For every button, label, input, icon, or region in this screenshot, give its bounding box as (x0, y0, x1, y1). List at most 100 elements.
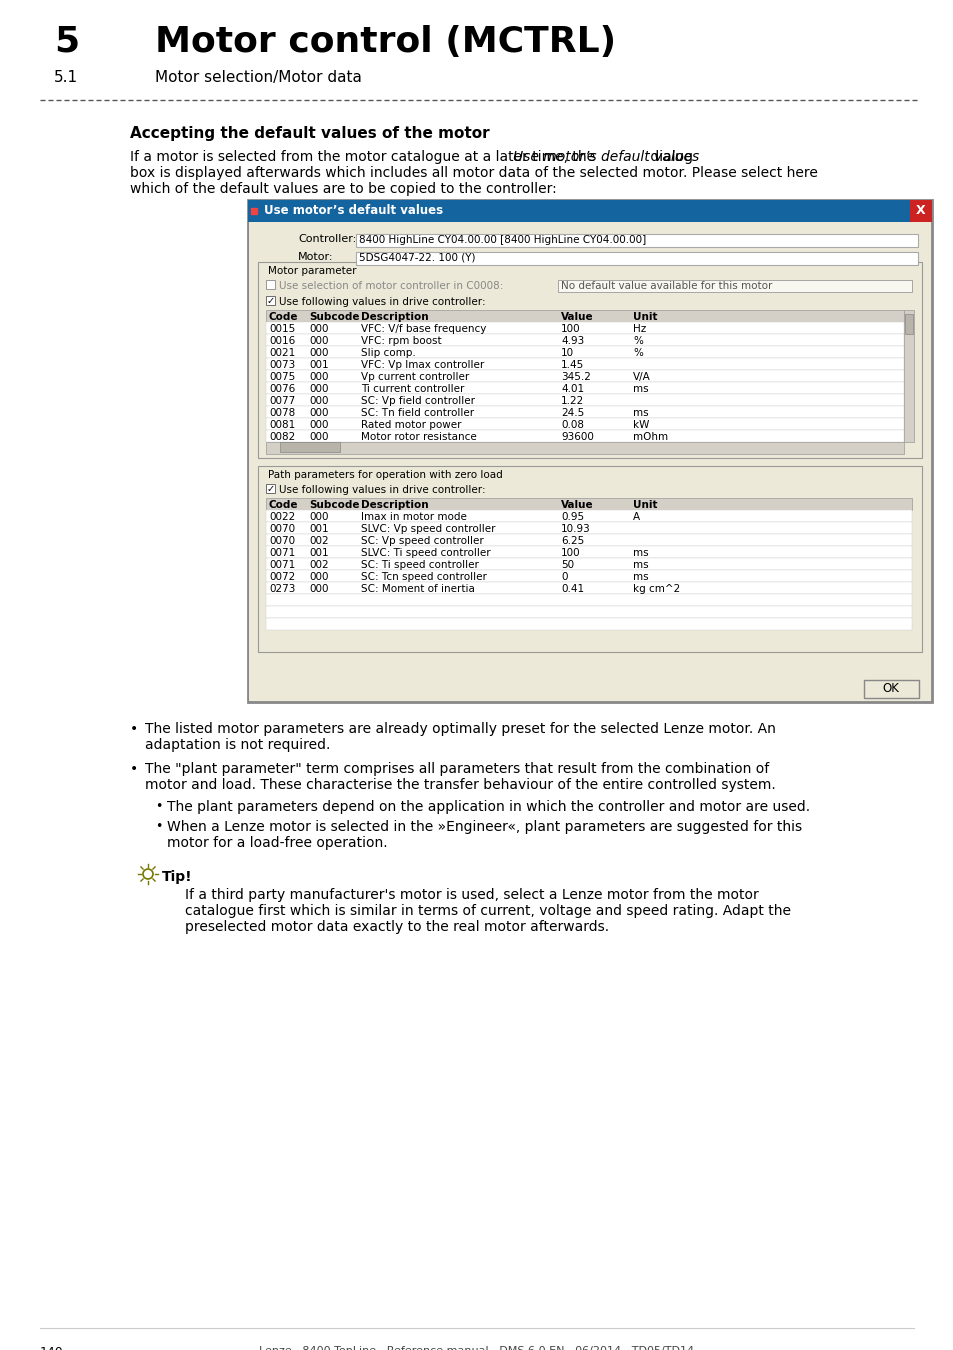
Text: 0071: 0071 (269, 548, 294, 558)
Text: The listed motor parameters are already optimally preset for the selected Lenze : The listed motor parameters are already … (145, 722, 775, 736)
Bar (266, 382, 903, 394)
Text: 0076: 0076 (269, 383, 294, 394)
Text: VFC: Vp Imax controller: VFC: Vp Imax controller (360, 360, 484, 370)
Text: VFC: rpm boost: VFC: rpm boost (360, 336, 441, 346)
Text: •: • (130, 722, 138, 736)
Text: Use following values in drive controller:: Use following values in drive controller… (278, 485, 485, 495)
Bar (355, 252, 917, 265)
Text: A: A (633, 512, 639, 522)
Text: box is displayed afterwards which includes all motor data of the selected motor.: box is displayed afterwards which includ… (130, 166, 817, 180)
Text: SC: Tn field controller: SC: Tn field controller (360, 408, 474, 418)
Bar (266, 485, 274, 493)
Bar (266, 406, 903, 418)
Bar (266, 545, 911, 558)
Text: 000: 000 (309, 324, 328, 333)
Text: 000: 000 (309, 408, 328, 418)
Bar (266, 441, 903, 454)
Text: SC: Moment of inertia: SC: Moment of inertia (360, 585, 475, 594)
Text: No default value available for this motor: No default value available for this moto… (560, 281, 772, 292)
Text: 140: 140 (40, 1346, 64, 1350)
Text: Ti current controller: Ti current controller (360, 383, 464, 394)
Text: 6.25: 6.25 (560, 536, 583, 545)
Text: 24.5: 24.5 (560, 408, 583, 418)
Text: 0072: 0072 (269, 572, 294, 582)
Bar (266, 618, 911, 630)
Text: •: • (154, 801, 162, 813)
Text: •: • (154, 819, 162, 833)
Text: 5DSG4047-22. 100 (Y): 5DSG4047-22. 100 (Y) (358, 252, 475, 263)
Text: Slip comp.: Slip comp. (360, 348, 416, 358)
Bar (266, 358, 903, 370)
Bar (266, 279, 274, 289)
Bar (909, 200, 931, 221)
Text: 0071: 0071 (269, 560, 294, 570)
Text: •: • (130, 761, 138, 776)
Text: 0082: 0082 (269, 432, 294, 441)
Bar (257, 466, 921, 652)
Bar (266, 333, 903, 346)
Text: Code: Code (269, 312, 298, 323)
Bar (266, 310, 903, 323)
Text: Vp current controller: Vp current controller (360, 373, 469, 382)
Text: 10: 10 (560, 348, 574, 358)
Text: Imax in motor mode: Imax in motor mode (360, 512, 466, 522)
Text: If a third party manufacturer's motor is used, select a Lenze motor from the mot: If a third party manufacturer's motor is… (185, 888, 758, 902)
Text: preselected motor data exactly to the real motor afterwards.: preselected motor data exactly to the re… (185, 919, 608, 934)
Text: 000: 000 (309, 348, 328, 358)
Bar (266, 582, 911, 594)
Text: 0021: 0021 (269, 348, 294, 358)
Text: 0073: 0073 (269, 360, 294, 370)
Bar (266, 606, 911, 618)
Text: Use motor’s default values: Use motor’s default values (513, 150, 699, 163)
Text: Rated motor power: Rated motor power (360, 420, 461, 431)
Text: dialog: dialog (645, 150, 692, 163)
Text: Use motor’s default values: Use motor’s default values (264, 204, 442, 217)
Text: Description: Description (360, 312, 428, 323)
Text: 000: 000 (309, 432, 328, 441)
Text: kW: kW (633, 420, 649, 431)
Text: 0077: 0077 (269, 396, 294, 406)
Bar (266, 431, 903, 441)
Text: 100: 100 (560, 548, 580, 558)
Text: 000: 000 (309, 373, 328, 382)
Text: Path parameters for operation with zero load: Path parameters for operation with zero … (268, 470, 502, 481)
Bar (266, 535, 911, 545)
Text: 4.93: 4.93 (560, 336, 583, 346)
Text: 0081: 0081 (269, 420, 294, 431)
Bar (248, 200, 931, 221)
Bar (904, 315, 912, 333)
Bar (248, 200, 931, 702)
Bar (266, 370, 903, 382)
Bar (903, 310, 913, 441)
Bar (355, 234, 917, 247)
Text: ✓: ✓ (267, 296, 274, 306)
Text: 002: 002 (309, 560, 328, 570)
Text: 50: 50 (560, 560, 574, 570)
Text: The "plant parameter" term comprises all parameters that result from the combina: The "plant parameter" term comprises all… (145, 761, 768, 776)
Text: 0.41: 0.41 (560, 585, 583, 594)
Bar (266, 558, 911, 570)
Text: Lenze · 8400 TopLine · Reference manual · DMS 6.0 EN · 06/2014 · TD05/TD14: Lenze · 8400 TopLine · Reference manual … (259, 1346, 694, 1350)
Bar (249, 221, 930, 701)
Text: When a Lenze motor is selected in the »Engineer«, plant parameters are suggested: When a Lenze motor is selected in the »E… (167, 819, 801, 834)
Bar (266, 296, 274, 305)
Text: 5: 5 (54, 26, 79, 59)
Text: SC: Vp speed controller: SC: Vp speed controller (360, 536, 483, 545)
Bar (266, 498, 911, 510)
Bar (863, 680, 918, 698)
Text: X: X (915, 204, 924, 217)
Text: Motor rotor resistance: Motor rotor resistance (360, 432, 476, 441)
Text: Tip!: Tip! (162, 869, 193, 884)
Text: SC: Vp field controller: SC: Vp field controller (360, 396, 475, 406)
Text: SC: Ti speed controller: SC: Ti speed controller (360, 560, 478, 570)
Text: Motor:: Motor: (297, 252, 334, 262)
Text: 10.93: 10.93 (560, 524, 590, 535)
Bar (266, 394, 903, 406)
Text: Code: Code (269, 500, 298, 510)
Text: 345.2: 345.2 (560, 373, 590, 382)
Text: Use selection of motor controller in C0008:: Use selection of motor controller in C00… (278, 281, 503, 292)
Text: Motor selection/Motor data: Motor selection/Motor data (154, 70, 361, 85)
Text: ms: ms (633, 408, 648, 418)
Text: %: % (633, 336, 642, 346)
Text: 0070: 0070 (269, 536, 294, 545)
